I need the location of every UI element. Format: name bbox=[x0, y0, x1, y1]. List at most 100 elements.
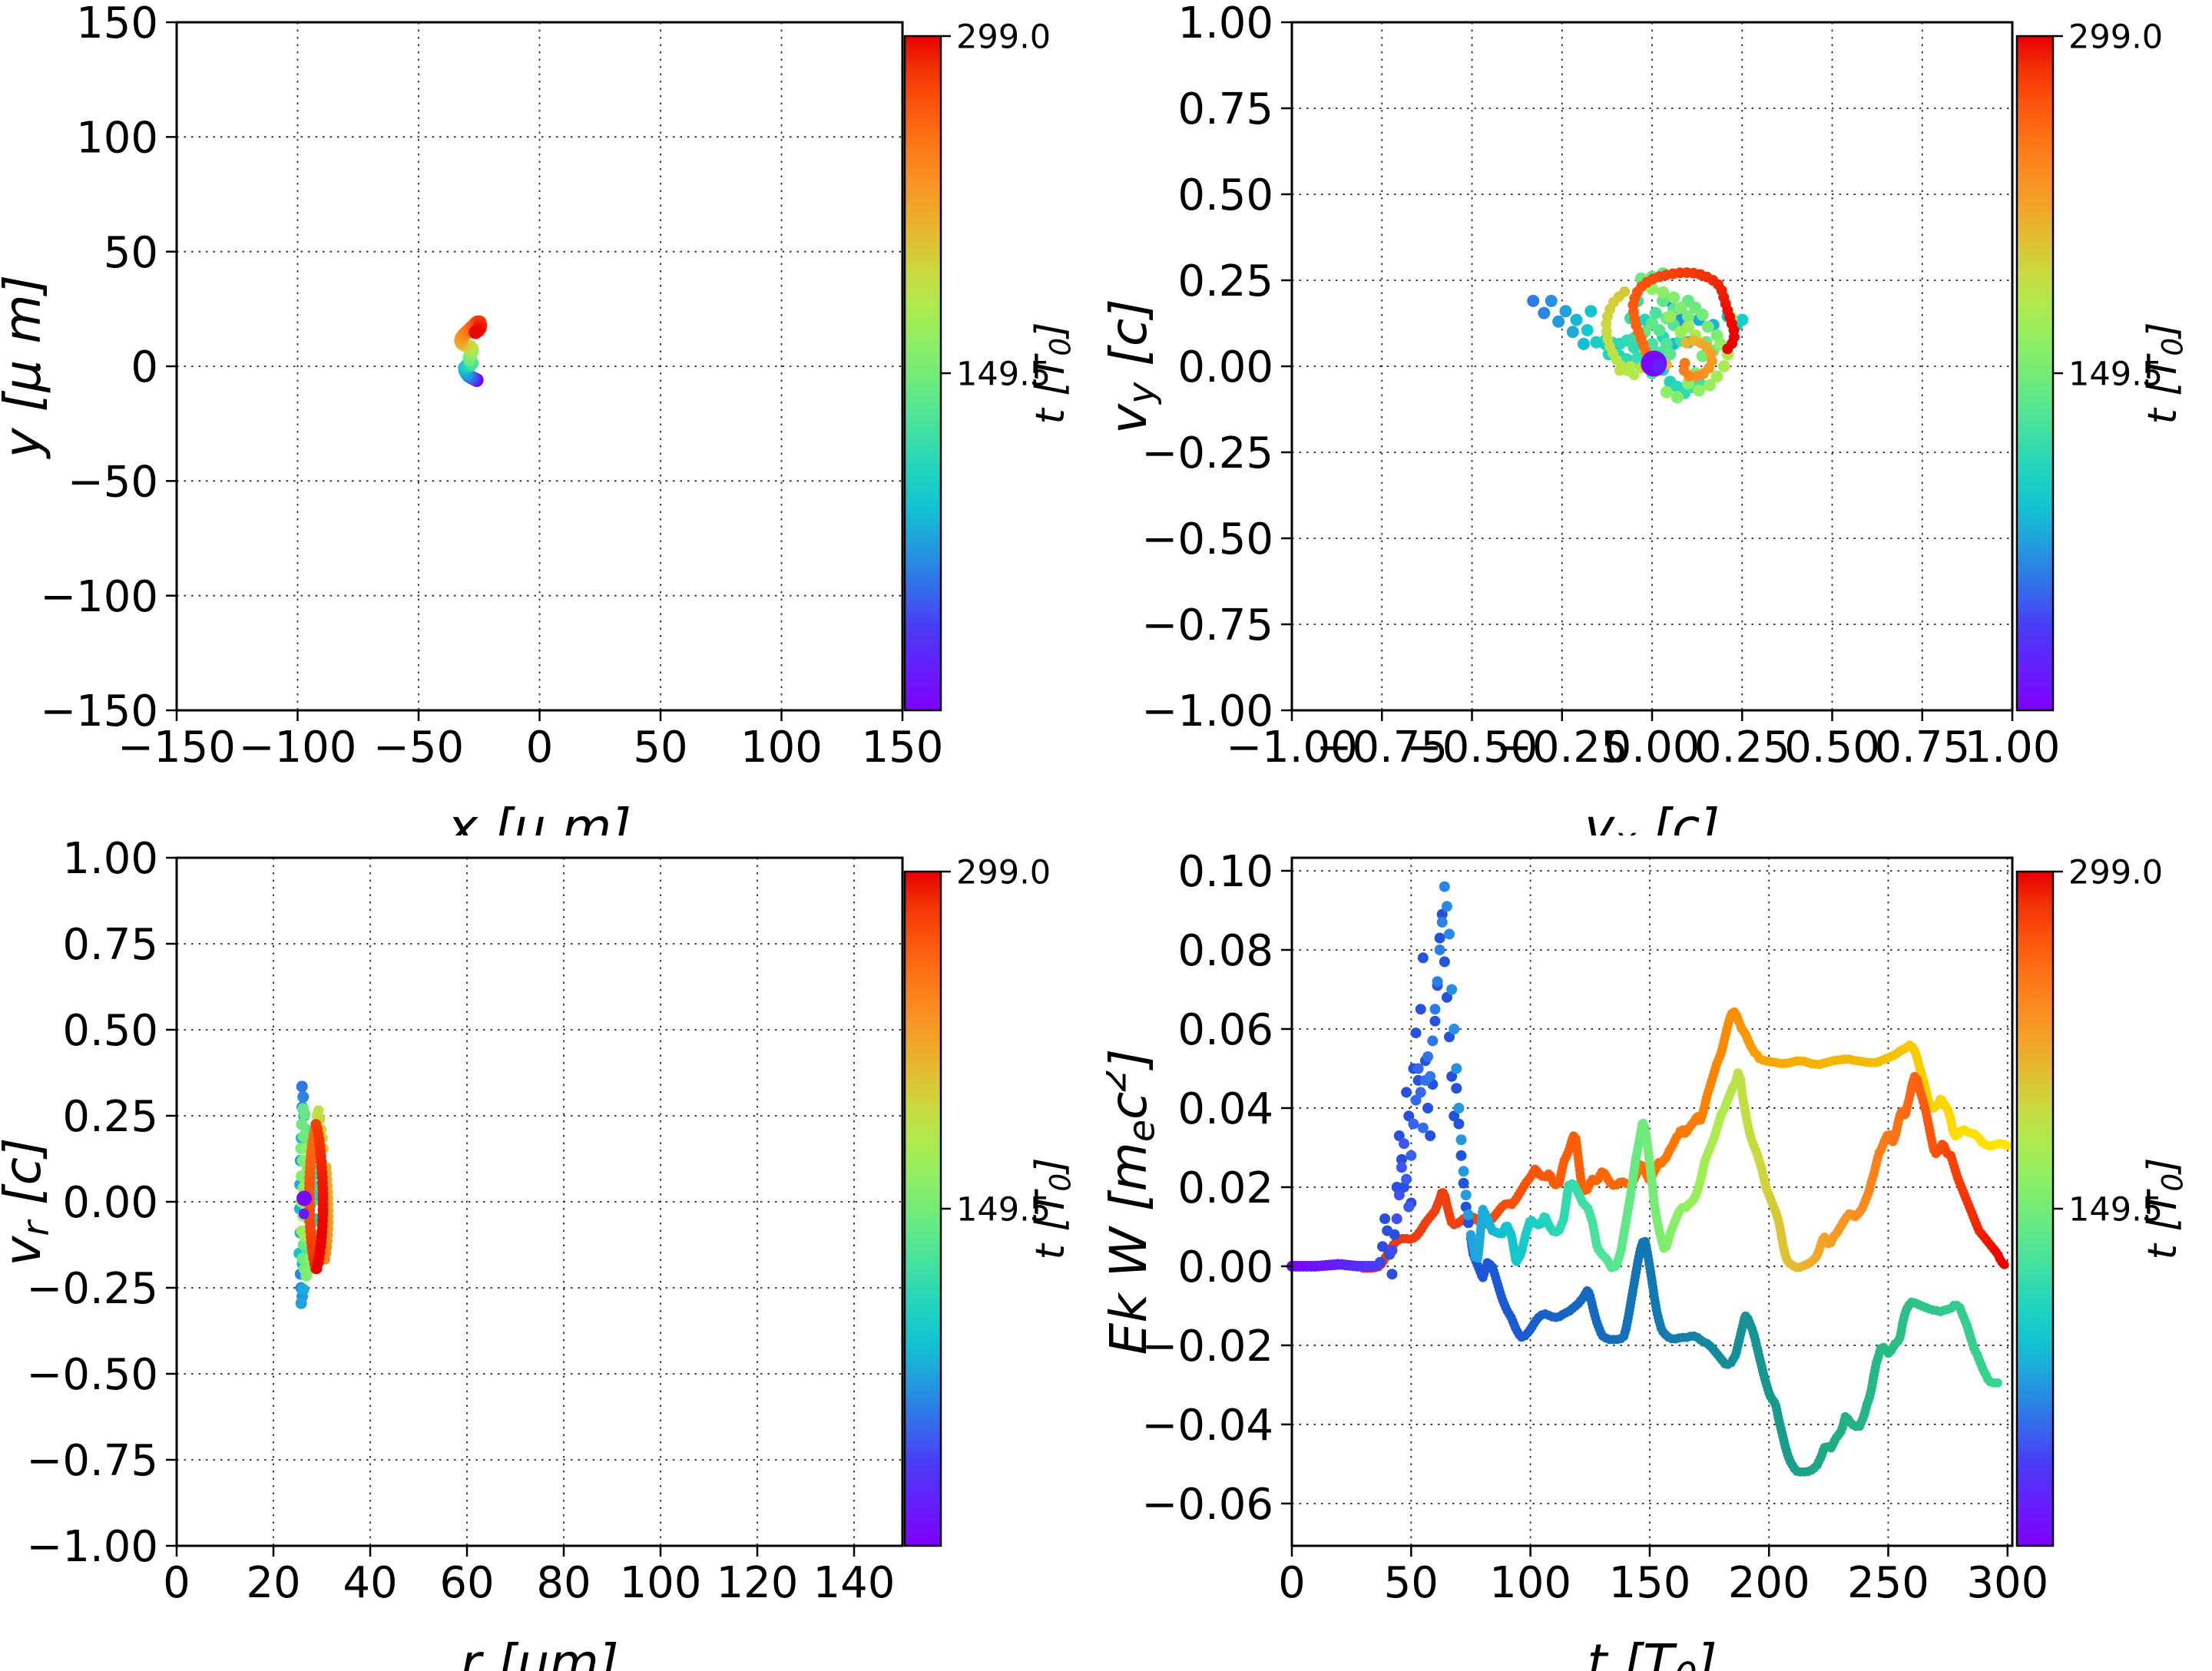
x-tick-label: 150 bbox=[1608, 1558, 1690, 1608]
y-axis-label: vy [c] bbox=[1106, 299, 1164, 434]
panel-energy-work: 0 50 100 150 200 250 300 0.10 0.08 0.06 0.04 0.02 0.… bbox=[1106, 836, 2212, 1671]
colorbar-max-label: 299.0 bbox=[2068, 18, 2163, 56]
x-tick-label: 100 bbox=[620, 1558, 702, 1608]
vorange-loop bbox=[1678, 335, 1717, 382]
work-rainbow-flat bbox=[1286, 1259, 1382, 1272]
rred-lens-right bbox=[310, 1119, 329, 1274]
x-tick-label: 0.00 bbox=[1604, 723, 1700, 773]
x-tick-label: 100 bbox=[1489, 1558, 1571, 1608]
colorbar: 299.0 149.5 bbox=[903, 853, 1051, 1547]
y-tick-label: 0.50 bbox=[62, 1006, 158, 1056]
vpurple-dot bbox=[1652, 359, 1667, 373]
y-axis-label: vr [c] bbox=[0, 1137, 58, 1266]
y-tick-label: 0.04 bbox=[1177, 1084, 1273, 1134]
y-tick-label: 100 bbox=[76, 113, 158, 163]
plot-rvr: 0 20 40 60 80 100 120 140 1.00 0.75 0.50 0.25 0.00 −0… bbox=[0, 836, 1077, 1671]
y-tick-label: −100 bbox=[40, 572, 158, 622]
y-tick-label: 0.10 bbox=[1177, 847, 1273, 897]
x-tick-label: 0 bbox=[163, 1558, 190, 1608]
x-tick-label: 0 bbox=[1278, 1558, 1306, 1608]
y-tick-label: 0.25 bbox=[62, 1092, 158, 1142]
x-tick-label: 0.50 bbox=[1784, 723, 1880, 773]
y-tick-label: −0.25 bbox=[26, 1264, 158, 1314]
y-tick-label: 0.06 bbox=[1177, 1005, 1273, 1055]
axes: 0 50 100 150 200 250 300 0.10 0.08 0.06 0.04 0.02 0.… bbox=[1141, 847, 2048, 1608]
colorbar-title: t [T0] bbox=[2140, 1157, 2189, 1259]
y-tick-label: −0.04 bbox=[1141, 1401, 1273, 1451]
x-tick-label: 60 bbox=[439, 1558, 494, 1608]
data-series bbox=[454, 315, 488, 387]
y-tick-label: −0.06 bbox=[1141, 1480, 1273, 1530]
x-tick-label: 80 bbox=[536, 1558, 591, 1608]
x-tick-label: 150 bbox=[862, 723, 944, 773]
x-tick-label: 250 bbox=[1847, 1558, 1929, 1608]
y-tick-label: 150 bbox=[76, 0, 158, 48]
data-series bbox=[293, 1080, 334, 1309]
panel-vx-vy-phase: −1.00 −0.75 −0.50 −0.25 0.00 0.25 0.50 0.75 1.00… bbox=[1106, 0, 2212, 836]
y-tick-label: −0.50 bbox=[26, 1350, 158, 1400]
colorbar-max-label: 299.0 bbox=[956, 853, 1051, 892]
y-tick-label: −0.50 bbox=[1141, 515, 1273, 564]
y-tick-label: 0.00 bbox=[1177, 1242, 1273, 1292]
x-axis-label: r [μm] bbox=[461, 1633, 619, 1671]
colorbar-title: t [T0] bbox=[1028, 1157, 1077, 1259]
y-tick-label: 0.00 bbox=[1177, 342, 1273, 392]
y-axis-label: Ek W [mec2] bbox=[1106, 1049, 1164, 1355]
y-tick-label: 50 bbox=[104, 228, 158, 278]
colorbar: 299.0 149.5 bbox=[2015, 18, 2163, 712]
x-tick-label: 140 bbox=[813, 1558, 896, 1608]
y-tick-label: −1.00 bbox=[26, 1522, 158, 1572]
x-tick-label: 0.25 bbox=[1694, 723, 1790, 773]
y-tick-label: 1.00 bbox=[62, 836, 158, 884]
x-axis-label: vx [c] bbox=[1584, 798, 1720, 836]
work-rainbow-spike bbox=[1386, 881, 1474, 1256]
x-tick-label: 0 bbox=[526, 723, 554, 773]
x-tick-label: 0.75 bbox=[1874, 723, 1970, 773]
x-tick-label: 20 bbox=[246, 1558, 300, 1608]
y-tick-label: 0.08 bbox=[1177, 926, 1273, 976]
x-tick-label: 50 bbox=[633, 723, 687, 773]
x-tick-label: 50 bbox=[1384, 1558, 1439, 1608]
colorbar-mid-label: 149.5 bbox=[956, 355, 1051, 393]
particle-trajectory bbox=[454, 315, 488, 387]
colorbar-mid-label: 149.5 bbox=[956, 1190, 1051, 1229]
y-tick-label: −0.02 bbox=[1141, 1322, 1273, 1372]
colorbar: 299.0 149.5 bbox=[903, 18, 1051, 712]
panel-x-y-trajectory: −150 −100 −50 0 50 100 150 150 100 50 0 −50 −100 −150… bbox=[0, 0, 1106, 836]
x-tick-label: −100 bbox=[239, 723, 357, 773]
x-tick-label: 40 bbox=[343, 1558, 397, 1608]
plot-ekw: 0 50 100 150 200 250 300 0.10 0.08 0.06 0.04 0.02 0.… bbox=[1106, 847, 2189, 1671]
axes: −1.00−0.75−0.50−0.250.000.250.500.751.00… bbox=[1141, 0, 2060, 773]
y-axis-label: y [μ m] bbox=[0, 275, 52, 460]
x-tick-label: 100 bbox=[740, 723, 823, 773]
x-tick-label: 300 bbox=[1966, 1558, 2048, 1608]
x-tick-label: 120 bbox=[717, 1558, 799, 1608]
x-axis-label: x [μ m] bbox=[446, 798, 631, 836]
x-tick-label: 200 bbox=[1728, 1558, 1810, 1608]
axes: 0 20 40 60 80 100 120 140 1.00 0.75 0.50 0.25 0.00 −0… bbox=[26, 836, 904, 1608]
plot-xy: −150 −100 −50 0 50 100 150150100500−50−100−150… bbox=[0, 0, 1077, 836]
x-tick-label: −150 bbox=[118, 723, 236, 773]
x-tick-label: −0.50 bbox=[1406, 723, 1538, 773]
y-tick-label: 1.00 bbox=[1177, 0, 1273, 48]
y-tick-label: 0 bbox=[131, 342, 158, 392]
x-tick-label: −0.75 bbox=[1316, 723, 1448, 773]
vred-arc bbox=[1628, 267, 1740, 369]
x-tick-label: −1.00 bbox=[1226, 723, 1358, 773]
x-tick-label: 1.00 bbox=[1965, 723, 2061, 773]
colorbar-max-label: 299.0 bbox=[956, 18, 1051, 56]
x-tick-label: −50 bbox=[373, 723, 464, 773]
y-tick-label: −0.75 bbox=[26, 1436, 158, 1486]
y-tick-label: −0.75 bbox=[1141, 601, 1273, 650]
work-winter bbox=[1465, 1233, 2002, 1477]
work-rainbow bbox=[1465, 1068, 2009, 1272]
colorbar-title: t [T0] bbox=[2140, 322, 2189, 424]
gridlines bbox=[176, 22, 903, 711]
y-tick-label: 0.75 bbox=[1177, 84, 1273, 134]
y-tick-label: 0.50 bbox=[1177, 170, 1273, 220]
colorbar-title: t [T0] bbox=[1028, 322, 1077, 424]
colorbar-max-label: 299.0 bbox=[2068, 853, 2163, 892]
y-tick-label: 0.02 bbox=[1177, 1163, 1273, 1213]
y-tick-label: 0.25 bbox=[1177, 256, 1273, 306]
colorbar-mid-label: 149.5 bbox=[2068, 1190, 2163, 1229]
